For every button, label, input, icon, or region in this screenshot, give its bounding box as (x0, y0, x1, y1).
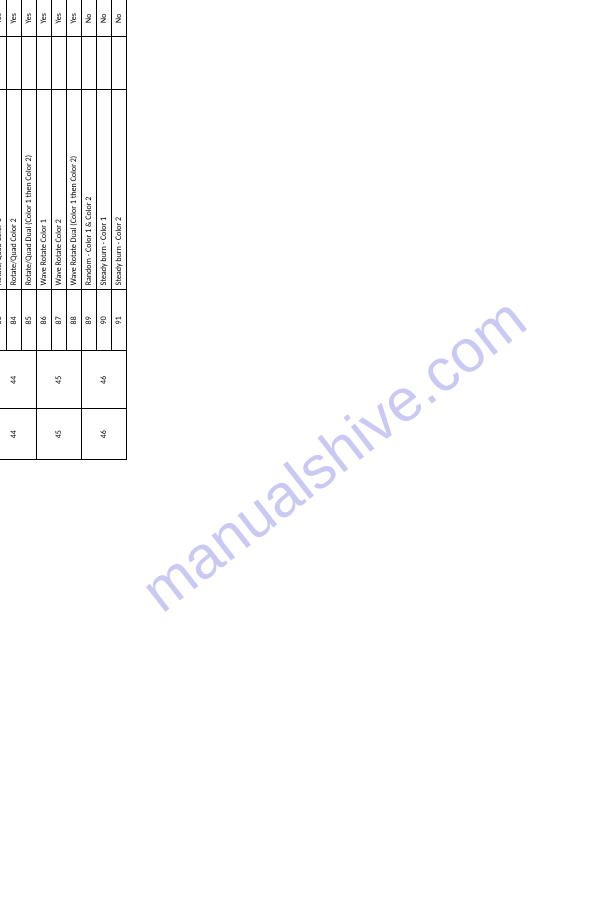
cell-red-white-wire: 90 (97, 290, 112, 351)
table-row: 454586Wave Rotate Color 1Yes70N/AN/AN/AN… (37, 0, 52, 460)
cell-phase (112, 37, 127, 90)
cell-red-white-wire: 89 (82, 290, 97, 351)
cell-phase (97, 37, 112, 90)
cell-sync: Yes (22, 0, 37, 37)
cell-phase (82, 37, 97, 90)
cell-white-wire: 44 (0, 351, 37, 409)
cell-description: Random - Color 1 & Color 2 (82, 90, 97, 290)
cell-description: Rotate/Quad Dual (Color 1 then Color 2) (22, 90, 37, 290)
cell-description: Wave Rotate Color 1 (37, 90, 52, 290)
cell-sync: Yes (52, 0, 67, 37)
cell-white-wire: 45 (37, 351, 82, 409)
cell-red-white-wire: 85 (22, 290, 37, 351)
cell-red-white-wire: 84 (7, 290, 22, 351)
cell-phase (52, 37, 67, 90)
cell-sync: No (97, 0, 112, 37)
cell-red-white-wire: 88 (67, 290, 82, 351)
cell-red-white-wire: 91 (112, 290, 127, 351)
cell-red-wire: 44 (0, 409, 37, 460)
cell-sync: No (112, 0, 127, 37)
table-row: 464689Random - Color 1 & Color 2NoN/AN/A… (82, 0, 97, 460)
cell-sync: Yes (37, 0, 52, 37)
cell-description: Wave Rotate Color 2 (52, 90, 67, 290)
cell-red-white-wire: 86 (37, 290, 52, 351)
cell-red-wire: 45 (37, 409, 82, 460)
cell-phase (7, 37, 22, 90)
cell-phase (37, 37, 52, 90)
flash-pattern-table: EB7265 DUAL COLOR SERIES FLASH PATTERN C… (0, 0, 127, 460)
cell-description: Steady burn - Color 1 (97, 90, 112, 290)
cell-description: Wave Rotate Dual (Color 1 then Color 2) (67, 90, 82, 290)
cell-description: Rotate/Quad Color 2 (7, 90, 22, 290)
cell-white-wire: 46 (82, 351, 127, 409)
cell-phase (67, 37, 82, 90)
cell-sync: Yes (7, 0, 22, 37)
cell-red-white-wire: 87 (52, 290, 67, 351)
cell-red-wire: 46 (82, 409, 127, 460)
cell-description: Steady burn - Color 2 (112, 90, 127, 290)
cell-phase (22, 37, 37, 90)
cell-sync: No (82, 0, 97, 37)
cell-sync: Yes (67, 0, 82, 37)
